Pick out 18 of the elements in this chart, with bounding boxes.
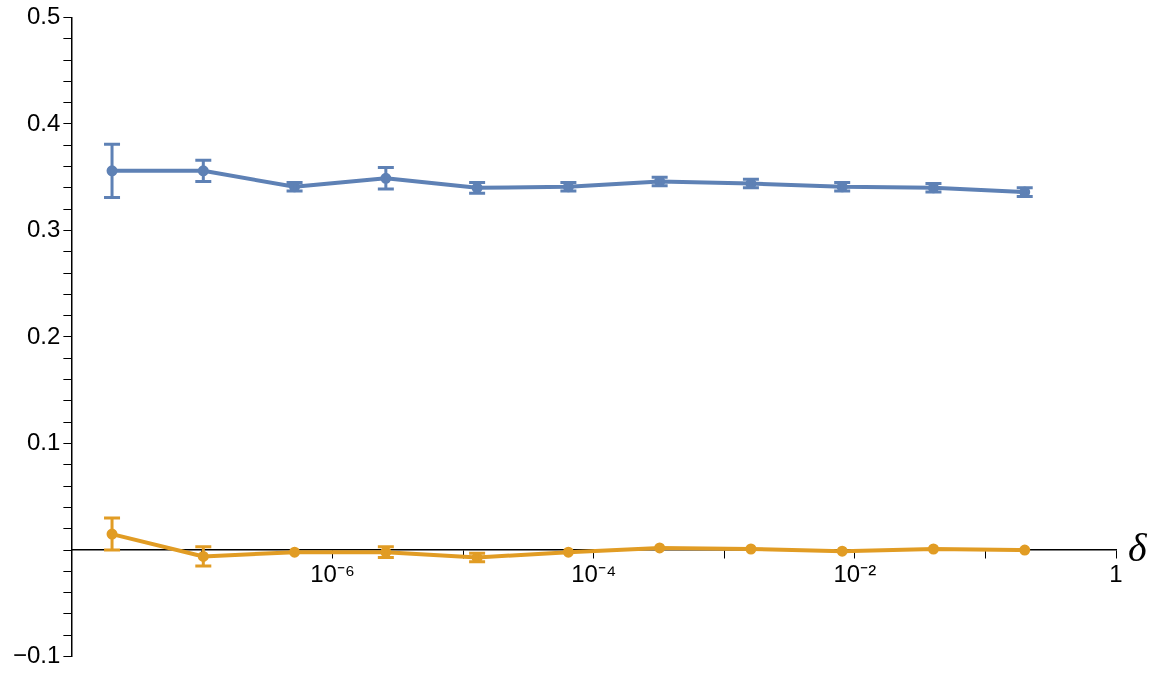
- y-tick-label: 0.2: [27, 321, 61, 349]
- point: [927, 543, 939, 555]
- y-tick-label: 0.1: [27, 428, 61, 456]
- y-tick-label: −0.1: [12, 641, 61, 669]
- point: [654, 542, 666, 554]
- x-tick-label: 10⁻⁶: [310, 560, 355, 588]
- y-tick-label: 0.4: [27, 108, 61, 136]
- x-tick-label: 10⁻²: [833, 560, 877, 588]
- point: [1019, 544, 1031, 556]
- y-tick-label: 0.3: [27, 215, 61, 243]
- x-tick-label: 1: [1109, 560, 1123, 588]
- x-axis-title: δ: [1128, 524, 1148, 570]
- point: [745, 543, 757, 555]
- x-tick-label: 10⁻⁴: [571, 560, 617, 588]
- point: [289, 546, 301, 558]
- point: [836, 545, 848, 557]
- y-tick-label: 0.5: [27, 2, 61, 30]
- point: [562, 546, 574, 558]
